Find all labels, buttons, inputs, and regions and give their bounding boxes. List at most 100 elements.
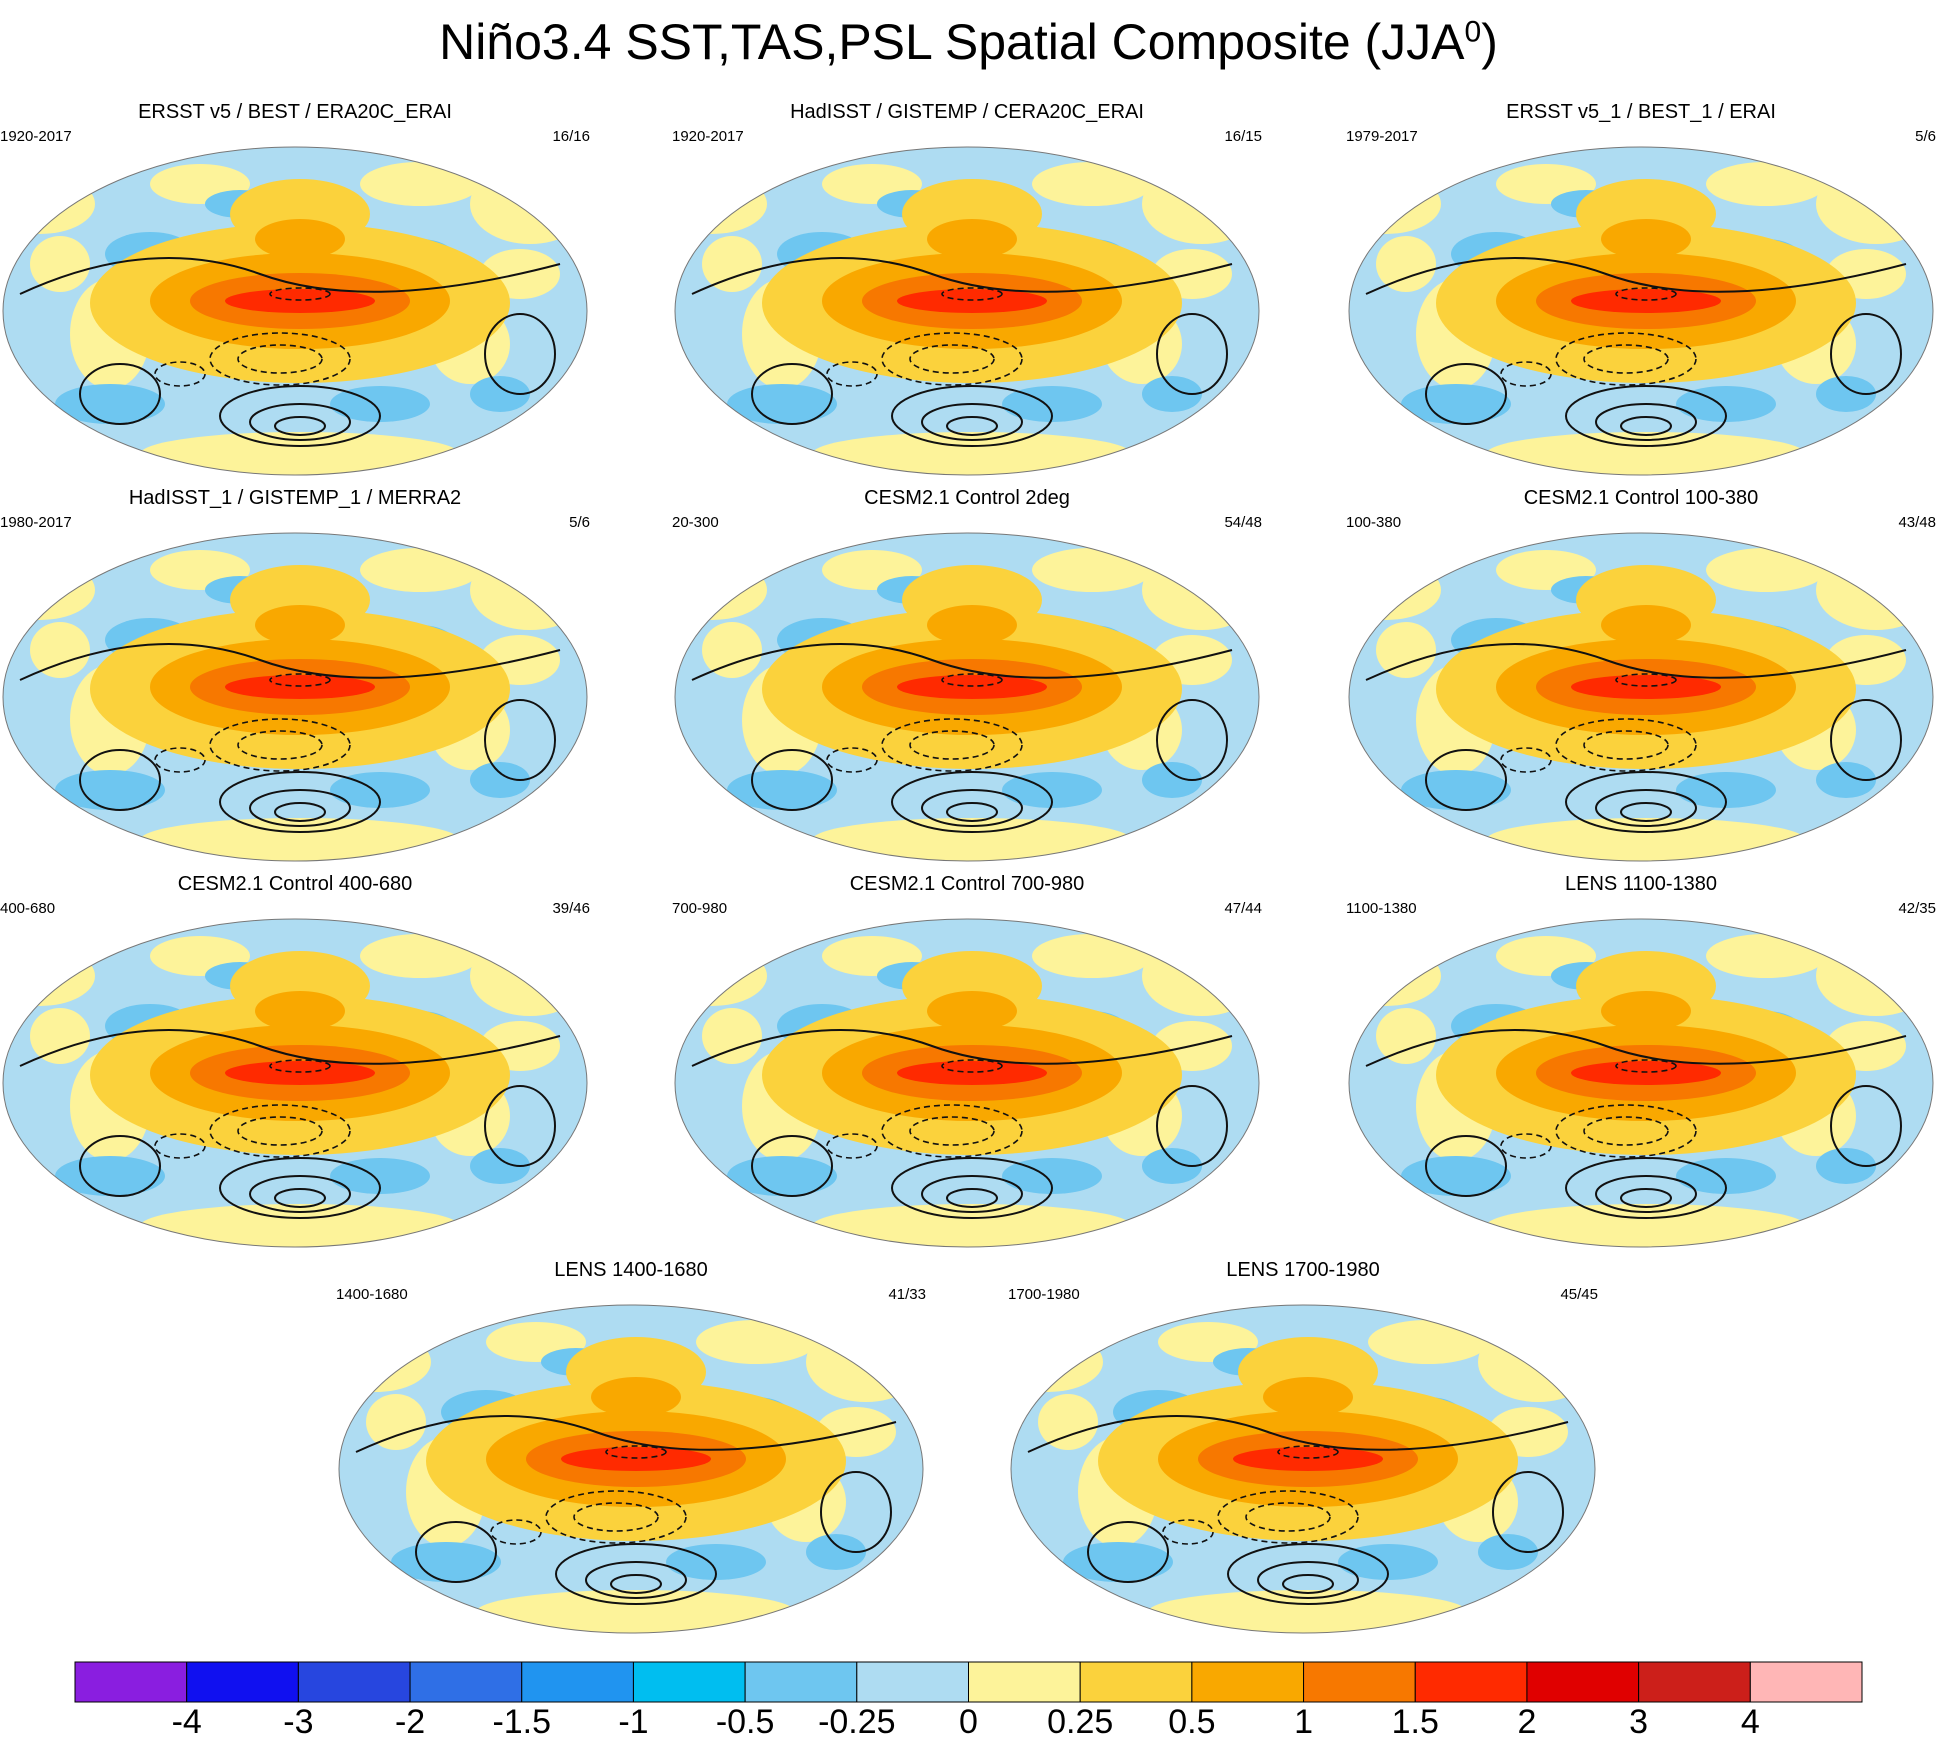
colorbar-segment [1749,1661,1863,1703]
contour-positive [946,1188,998,1208]
land-patch [1486,432,1806,475]
contour-negative [826,361,878,387]
panel-title: LENS 1100-1380 [1565,873,1717,895]
colorbar-tick-label: 1 [1294,1703,1314,1741]
contour-negative [490,1519,542,1545]
map-panel: CESM2.1 Control 2deg 20-300 54/48 [672,486,1262,864]
panel-title: CESM2.1 Control 700-980 [849,873,1085,895]
contour-positive [1565,385,1727,447]
contour-negative [1583,730,1669,760]
land-patch [1032,548,1152,592]
land-patch [470,164,587,244]
map-panel: ERSST v5_1 / BEST_1 / ERAI 1979-2017 5/6 [1346,100,1936,478]
contour-positive [1425,363,1507,425]
land-patch [1486,818,1806,861]
land-patch [812,818,1132,861]
contour-negative [1555,718,1697,772]
land-patch [470,550,587,630]
contour-zero-line [19,257,561,295]
land-patch [476,1590,796,1633]
land-patch [360,162,480,206]
land-patch [30,1008,90,1064]
contour-positive [751,749,833,811]
land-patch [1706,162,1826,206]
contour-negative [1500,747,1552,773]
panel-title: CESM2.1 Control 2deg [864,487,1070,509]
north-warm-core [927,605,1017,645]
contour-negative [881,332,1023,386]
panel-count: 45/45 [1560,1286,1598,1303]
land-patch [812,1204,1132,1247]
cold-patch [727,770,837,810]
colorbar-tick-label: 4 [1740,1703,1760,1741]
contour-positive [1425,749,1507,811]
composite-map [2,146,588,476]
contour-positive [751,1135,833,1197]
contour-negative [1615,287,1677,301]
contour-positive [921,789,1023,827]
colorbar-tick-label: -0.25 [818,1703,896,1741]
colorbar-segment [1638,1661,1751,1703]
panel-period: 1100-1380 [1346,900,1417,917]
map-outline [674,532,1260,862]
land-patch [140,818,460,861]
panel-period: 20-300 [672,514,719,531]
contour-negative [909,730,995,760]
land-patch [1376,1008,1436,1064]
panel-period: 1979-2017 [1346,128,1418,145]
land-patch [360,548,480,592]
colorbar-tick-label: -3 [283,1703,314,1741]
contour-zero-line [1365,257,1907,295]
panel-title: LENS 1700-1980 [1226,1259,1380,1281]
contour-negative [1555,332,1697,386]
map-field [339,1305,923,1633]
contour-positive [219,1157,381,1219]
map-panel: LENS 1400-1680 1400-1680 41/33 [336,1258,926,1636]
panel-count: 39/46 [552,900,590,917]
warm-band-3 [1571,289,1721,313]
panel-title: ERSST v5 / BEST / ERA20C_ERAI [138,101,452,123]
land-patch [1706,934,1826,978]
cold-patch [1401,384,1511,424]
contour-negative [1555,1104,1697,1158]
land-patch [140,1204,460,1247]
contour-positive [249,1175,351,1213]
cold-patch [1478,1534,1538,1570]
colorbar-tick-label: 0.25 [1047,1703,1114,1741]
colorbar-tick-label: 1.5 [1391,1703,1439,1741]
north-warm-core [1601,991,1691,1031]
north-warm-core [1601,605,1691,645]
contour-positive [1830,313,1902,395]
contour-negative [1245,1502,1331,1532]
cold-patch [1142,762,1202,798]
north-warm-core [255,219,345,259]
contour-positive [79,749,161,811]
land-patch [366,1394,426,1450]
map-outline [1348,146,1934,476]
contour-negative [1583,1116,1669,1146]
contour-positive [946,802,998,822]
land-patch [1038,1394,1098,1450]
contour-positive [1595,403,1697,441]
map-outline [674,146,1260,476]
contour-negative [237,730,323,760]
contour-negative [209,718,351,772]
land-patch [702,1008,762,1064]
panel-title: CESM2.1 Control 400-680 [177,873,413,895]
land-patch [1032,934,1152,978]
map-panel: LENS 1100-1380 1100-1380 42/35 [1346,872,1936,1250]
land-patch [1142,936,1259,1016]
contour-positive [1156,1085,1228,1167]
cold-patch [727,384,837,424]
land-patch [1816,164,1933,244]
contour-positive [921,1175,1023,1213]
land-patch [1706,548,1826,592]
warm-band-3 [897,1061,1047,1085]
contour-negative [573,1502,659,1532]
contour-positive [1282,1574,1334,1594]
contour-negative [909,1116,995,1146]
colorbar-tick-label: -0.5 [715,1703,775,1741]
land-patch [360,934,480,978]
colorbar [74,1661,1863,1703]
contour-positive [484,699,556,781]
